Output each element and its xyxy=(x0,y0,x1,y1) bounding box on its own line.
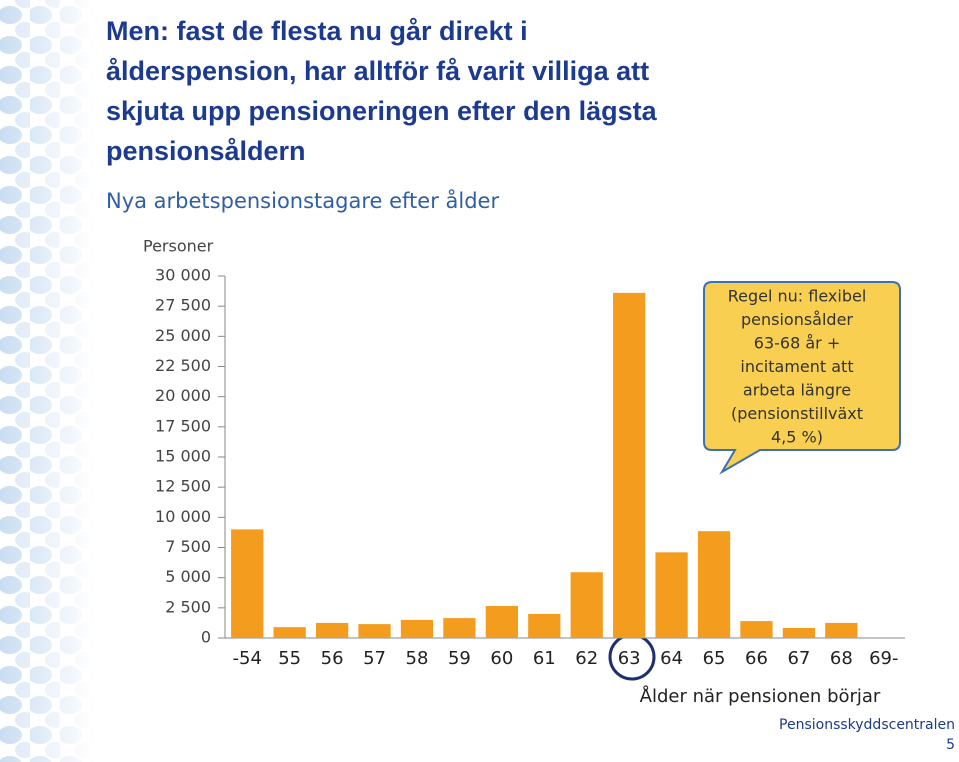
x-tick-label: 63 xyxy=(618,648,641,669)
x-tick-label: 57 xyxy=(363,648,386,669)
y-tick-label: 10 000 xyxy=(155,507,211,526)
y-tick-label: 20 000 xyxy=(155,386,211,405)
x-tick-label: 69- xyxy=(869,648,898,669)
bar xyxy=(570,572,603,638)
bar xyxy=(825,622,858,638)
callout xyxy=(703,281,901,475)
y-tick-label: 5 000 xyxy=(165,567,211,586)
footer-organization: Pensionsskyddscentralen xyxy=(779,717,955,733)
annotation-line: 63-68 år + xyxy=(754,334,840,353)
x-tick-label: 59 xyxy=(448,648,471,669)
x-tick-label: 55 xyxy=(278,648,301,669)
bar xyxy=(697,531,731,638)
x-tick-label: 64 xyxy=(660,648,683,669)
bar xyxy=(740,621,773,638)
bar xyxy=(358,624,391,638)
annotation-line: arbeta längre xyxy=(743,381,851,400)
x-tick-label: 65 xyxy=(703,648,726,669)
bar xyxy=(443,618,476,638)
annotation-line: incitament att xyxy=(740,357,853,376)
x-tick-label: 58 xyxy=(406,648,429,669)
x-tick-label: 68 xyxy=(830,648,853,669)
bar xyxy=(400,619,434,638)
y-tick-label: 12 500 xyxy=(155,477,211,496)
annotation-line: 4,5 %) xyxy=(771,428,823,447)
title-line: Men: fast de flesta nu går direkt i xyxy=(106,16,528,46)
decoration-fade xyxy=(0,0,95,762)
bar xyxy=(782,627,816,638)
annotation-line: Regel nu: flexibel xyxy=(728,287,867,306)
title-line: skjuta upp pensioneringen efter den lägs… xyxy=(106,96,658,126)
annotation-line: pensionsålder xyxy=(741,310,853,329)
y-axis-label: Personer xyxy=(143,237,214,256)
x-tick-label: 60 xyxy=(490,648,513,669)
x-tick-label: 67 xyxy=(787,648,810,669)
bar xyxy=(485,606,518,638)
y-tick-label: 30 000 xyxy=(155,266,211,285)
annotation-line: (pensionstillväxt xyxy=(731,404,863,423)
x-tick-label: -54 xyxy=(233,648,262,669)
y-tick-label: 0 xyxy=(201,628,211,647)
bar xyxy=(528,613,561,638)
bar xyxy=(655,552,688,638)
bar xyxy=(315,622,349,638)
bar xyxy=(273,627,306,638)
y-tick-label: 15 000 xyxy=(155,447,211,466)
page-number: 5 xyxy=(946,737,955,753)
bar xyxy=(231,529,264,638)
x-tick-label: 61 xyxy=(533,648,556,669)
y-tick-label: 17 500 xyxy=(155,416,211,435)
bar xyxy=(613,292,646,638)
y-tick-label: 7 500 xyxy=(165,537,211,556)
subtitle: Nya arbetspensionstagare efter ålder xyxy=(106,188,499,213)
title-line: pensionsåldern xyxy=(106,136,306,166)
title-line: ålderspension, har alltför få varit vill… xyxy=(106,56,649,86)
x-tick-label: 56 xyxy=(321,648,344,669)
y-tick-label: 27 500 xyxy=(155,296,211,315)
x-tick-label: 62 xyxy=(575,648,598,669)
x-axis-label: Ålder när pensionen börjar xyxy=(640,685,881,707)
x-tick-label: 66 xyxy=(745,648,768,669)
y-tick-label: 22 500 xyxy=(155,356,211,375)
y-tick-label: 25 000 xyxy=(155,326,211,345)
y-tick-label: 2 500 xyxy=(165,597,211,616)
